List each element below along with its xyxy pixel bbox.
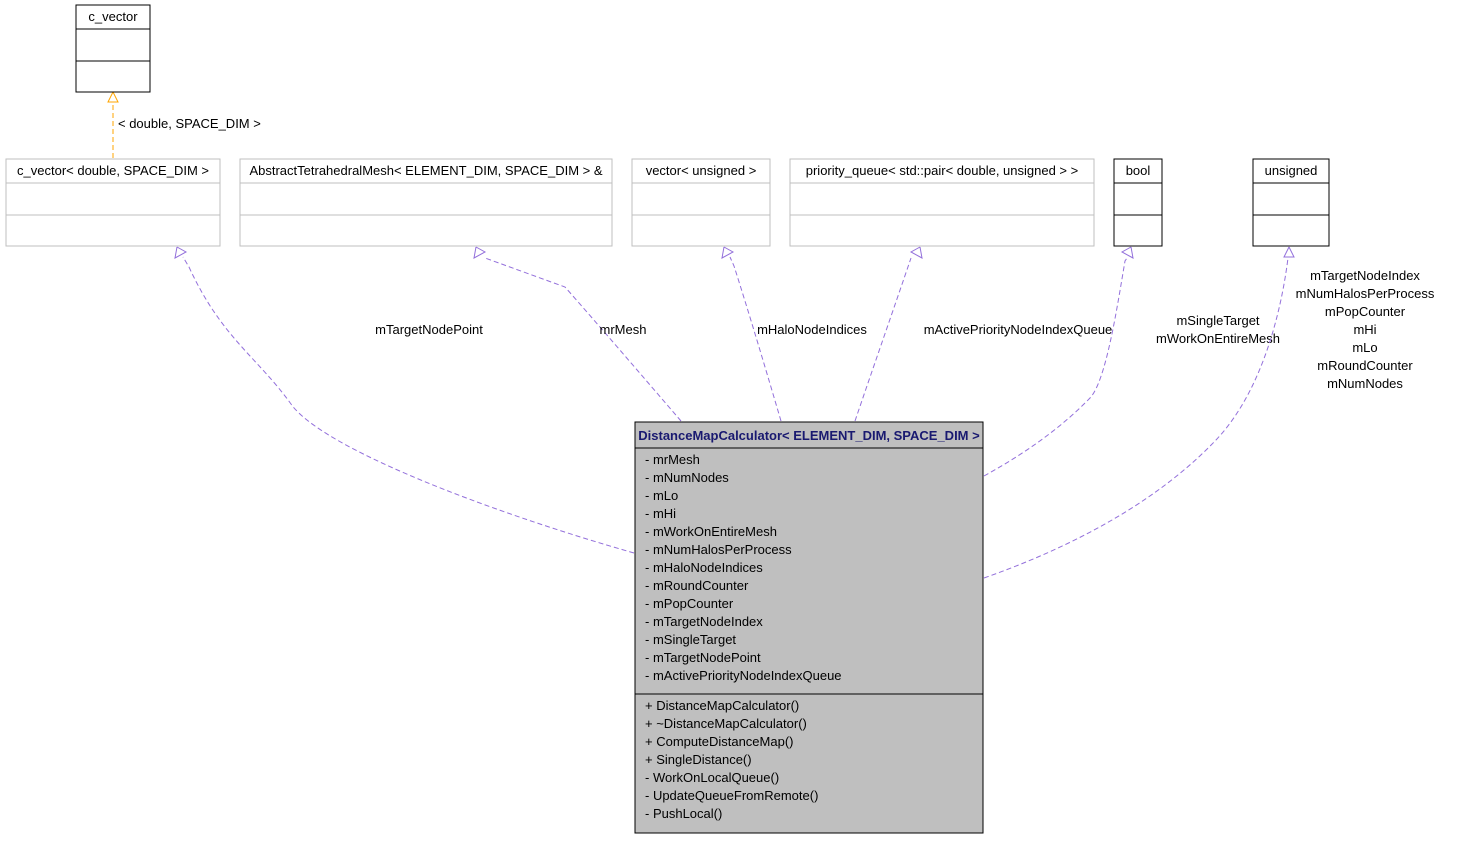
class-title: bool — [1126, 163, 1151, 178]
edge-unsigned-edge — [984, 258, 1288, 578]
edge-mActivePriorityNodeIndexQueue — [855, 258, 911, 421]
class-node-bool[interactable]: bool — [1114, 159, 1162, 246]
class-operation: + DistanceMapCalculator() — [645, 698, 799, 713]
class-title: vector< unsigned > — [646, 163, 757, 178]
class-attribute: - mNumNodes — [645, 470, 729, 485]
edge-label: mLo — [1352, 340, 1377, 355]
edge-label: mPopCounter — [1325, 304, 1406, 319]
edge-label: mSingleTarget — [1176, 313, 1259, 328]
edge-label: mHaloNodeIndices — [757, 322, 867, 337]
class-node-unsigned[interactable]: unsigned — [1253, 159, 1329, 246]
class-node-c_vector[interactable]: c_vector — [76, 5, 150, 92]
class-title: c_vector< double, SPACE_DIM > — [17, 163, 209, 178]
edge-label: mActivePriorityNodeIndexQueue — [924, 322, 1113, 337]
class-operation: + ComputeDistanceMap() — [645, 734, 793, 749]
edge-label: mHi — [1353, 322, 1376, 337]
class-attribute: - mHaloNodeIndices — [645, 560, 763, 575]
uml-collaboration-diagram: < double, SPACE_DIM > mTargetNodePoint mrM… — [0, 0, 1480, 864]
edge-label: mRoundCounter — [1317, 358, 1413, 373]
class-title: priority_queue< std::pair< double, unsig… — [806, 163, 1078, 178]
class-attribute: - mRoundCounter — [645, 578, 749, 593]
class-attribute: - mActivePriorityNodeIndexQueue — [645, 668, 842, 683]
class-node-vector_unsigned[interactable]: vector< unsigned > — [632, 159, 770, 246]
class-attribute: - mHi — [645, 506, 676, 521]
edge-label: mWorkOnEntireMesh — [1156, 331, 1280, 346]
class-attribute: - mWorkOnEntireMesh — [645, 524, 777, 539]
class-title: AbstractTetrahedralMesh< ELEMENT_DIM, SP… — [249, 163, 602, 178]
edge-mrMesh — [485, 258, 681, 421]
class-attribute: - mPopCounter — [645, 596, 734, 611]
class-attribute: - mLo — [645, 488, 678, 503]
class-node-c_vector_double[interactable]: c_vector< double, SPACE_DIM > — [6, 159, 220, 246]
edge-mHaloNodeIndices — [730, 257, 781, 421]
class-attribute: - mTargetNodeIndex — [645, 614, 763, 629]
class-operation: + SingleDistance() — [645, 752, 752, 767]
edge-bool-edge — [984, 258, 1127, 476]
class-node-priority_queue[interactable]: priority_queue< std::pair< double, unsig… — [790, 159, 1094, 246]
class-operation: - PushLocal() — [645, 806, 722, 821]
class-title[interactable]: DistanceMapCalculator< ELEMENT_DIM, SPAC… — [638, 428, 980, 443]
edge-label: < double, SPACE_DIM > — [118, 116, 261, 131]
class-operation: - WorkOnLocalQueue() — [645, 770, 779, 785]
edge-label: mTargetNodeIndex — [1310, 268, 1420, 283]
class-attribute: - mTargetNodePoint — [645, 650, 761, 665]
class-title: c_vector — [88, 9, 138, 24]
class-title: unsigned — [1265, 163, 1318, 178]
class-operation: + ~DistanceMapCalculator() — [645, 716, 807, 731]
edge-label: mTargetNodePoint — [375, 322, 483, 337]
class-attribute: - mNumHalosPerProcess — [645, 542, 792, 557]
edge-label: mNumHalosPerProcess — [1296, 286, 1435, 301]
edge-label: mNumNodes — [1327, 376, 1403, 391]
class-node-abstract_tet[interactable]: AbstractTetrahedralMesh< ELEMENT_DIM, SP… — [240, 159, 612, 246]
edge-label: mrMesh — [600, 322, 647, 337]
class-attribute: - mSingleTarget — [645, 632, 736, 647]
edge-mTargetNodePoint — [183, 257, 634, 553]
class-node-main[interactable]: DistanceMapCalculator< ELEMENT_DIM, SPAC… — [635, 422, 983, 833]
class-operation: - UpdateQueueFromRemote() — [645, 788, 818, 803]
class-attribute: - mrMesh — [645, 452, 700, 467]
